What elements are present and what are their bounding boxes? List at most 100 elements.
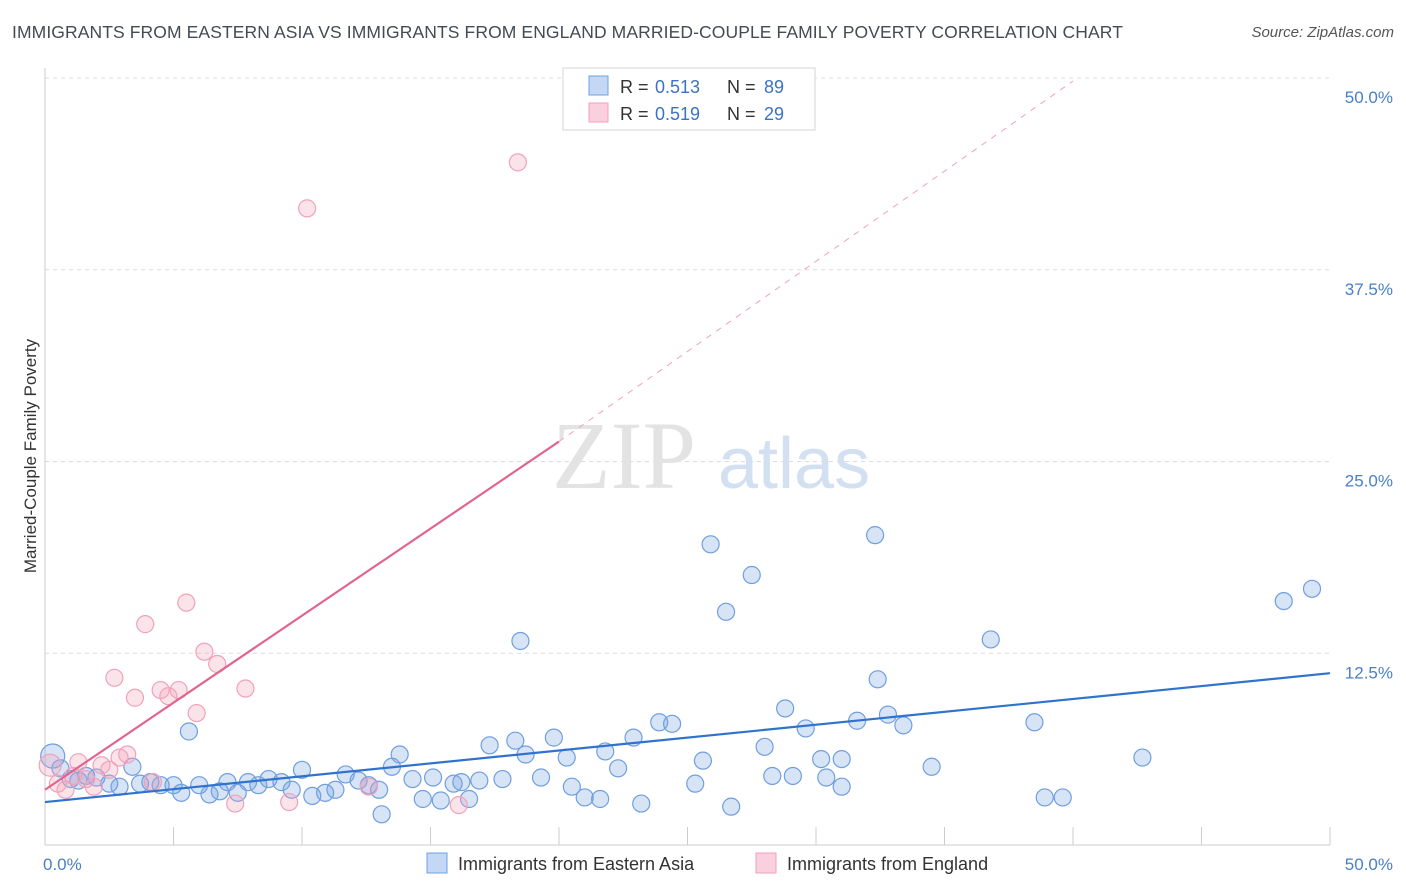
point-eastern-asia-36 bbox=[403, 769, 422, 789]
point-england-13 bbox=[136, 615, 155, 634]
point-england-27 bbox=[449, 796, 468, 815]
point-eastern-asia-65 bbox=[742, 565, 761, 585]
point-eastern-asia-69 bbox=[783, 766, 802, 786]
point-eastern-asia-39 bbox=[431, 791, 450, 810]
point-england-22 bbox=[226, 794, 245, 813]
point-eastern-asia-27 bbox=[316, 783, 335, 802]
legend-n-value-0: 89 bbox=[764, 77, 784, 97]
point-england-0 bbox=[38, 753, 62, 777]
point-eastern-asia-76 bbox=[868, 670, 887, 689]
bottom-legend-swatch-england bbox=[755, 852, 777, 874]
point-eastern-asia-52 bbox=[575, 788, 594, 807]
point-eastern-asia-48 bbox=[531, 768, 551, 787]
legend-r-label-1: R = bbox=[620, 104, 649, 124]
legend-r-label-0: R = bbox=[620, 77, 649, 97]
point-eastern-asia-63 bbox=[716, 602, 736, 621]
point-eastern-asia-85 bbox=[1274, 591, 1293, 611]
point-eastern-asia-49 bbox=[544, 728, 563, 747]
point-eastern-asia-80 bbox=[981, 630, 1000, 649]
point-eastern-asia-41 bbox=[452, 773, 471, 792]
point-eastern-asia-51 bbox=[562, 777, 581, 796]
point-england-24 bbox=[280, 792, 299, 812]
point-eastern-asia-64 bbox=[722, 797, 741, 816]
point-eastern-asia-78 bbox=[894, 716, 913, 735]
point-eastern-asia-88 bbox=[832, 777, 851, 796]
point-england-16 bbox=[159, 687, 178, 706]
y-tick-label-2: 37.5% bbox=[1345, 280, 1393, 299]
point-england-14 bbox=[143, 773, 163, 792]
point-eastern-asia-79 bbox=[922, 757, 941, 776]
point-eastern-asia-61 bbox=[693, 751, 713, 770]
point-eastern-asia-77 bbox=[878, 705, 898, 724]
point-england-26 bbox=[359, 777, 378, 796]
source-label: Source: ZipAtlas.com bbox=[1251, 24, 1394, 41]
point-eastern-asia-42 bbox=[459, 789, 479, 809]
point-eastern-asia-71 bbox=[812, 749, 831, 769]
point-england-2 bbox=[56, 780, 75, 799]
point-eastern-asia-70 bbox=[796, 719, 815, 738]
point-eastern-asia-83 bbox=[1053, 788, 1072, 807]
trend-lines bbox=[44, 80, 1331, 804]
point-eastern-asia-67 bbox=[763, 766, 782, 786]
point-eastern-asia-37 bbox=[413, 789, 432, 809]
watermark-atlas: atlas bbox=[718, 424, 870, 504]
point-england-6 bbox=[84, 777, 103, 796]
x-tick-labels: 0.0% 50.0% bbox=[43, 855, 1393, 874]
point-eastern-asia-84 bbox=[1133, 748, 1152, 767]
point-eastern-asia-75 bbox=[866, 526, 885, 545]
point-eastern-asia-30 bbox=[349, 771, 368, 790]
point-eastern-asia-43 bbox=[470, 771, 489, 790]
point-england-5 bbox=[77, 769, 96, 789]
point-eastern-asia-72 bbox=[817, 768, 836, 787]
legend-n-label-0: N = bbox=[727, 77, 756, 97]
point-england-12 bbox=[125, 688, 145, 707]
trend-line-eastern-asia bbox=[44, 672, 1331, 804]
point-eastern-asia-28 bbox=[326, 780, 345, 799]
y-tick-labels: 12.5% 25.0% 37.5% 50.0% bbox=[1345, 88, 1393, 682]
point-eastern-asia-59 bbox=[662, 714, 682, 733]
point-eastern-asia-66 bbox=[755, 737, 774, 756]
point-eastern-asia-73 bbox=[832, 749, 851, 769]
point-england-20 bbox=[195, 642, 214, 661]
point-eastern-asia-82 bbox=[1035, 788, 1054, 807]
grid-lines bbox=[45, 77, 1330, 654]
point-eastern-asia-32 bbox=[370, 780, 389, 799]
bottom-legend-swatch-eastern-asia bbox=[426, 852, 448, 874]
legend-swatch-england bbox=[588, 102, 609, 123]
point-eastern-asia-87 bbox=[511, 631, 530, 651]
point-eastern-asia-45 bbox=[493, 769, 512, 789]
point-eastern-asia-35 bbox=[390, 745, 409, 764]
point-england-11 bbox=[118, 745, 137, 764]
axes bbox=[44, 68, 1331, 846]
legend-n-value-1: 29 bbox=[764, 104, 784, 124]
series-england-points bbox=[38, 153, 527, 815]
point-eastern-asia-33 bbox=[372, 805, 391, 824]
point-eastern-asia-86 bbox=[1302, 579, 1322, 598]
point-england-23 bbox=[236, 679, 255, 698]
point-eastern-asia-7 bbox=[110, 777, 129, 796]
watermark-zip: ZIP bbox=[552, 402, 696, 509]
legend-swatch-eastern-asia bbox=[588, 75, 609, 96]
point-eastern-asia-44 bbox=[480, 736, 499, 755]
point-eastern-asia-0 bbox=[40, 743, 66, 769]
legend: R = 0.513 N = 89 R = 0.519 N = 29 bbox=[562, 67, 816, 131]
point-eastern-asia-60 bbox=[686, 774, 705, 793]
point-england-9 bbox=[105, 668, 124, 687]
legend-r-value-1: 0.519 bbox=[655, 104, 700, 124]
x-tick-label-0: 0.0% bbox=[43, 855, 82, 874]
point-eastern-asia-50 bbox=[557, 748, 576, 767]
legend-r-value-0: 0.513 bbox=[655, 77, 700, 97]
point-england-19 bbox=[187, 703, 206, 723]
x-tick-label-1: 50.0% bbox=[1345, 855, 1393, 874]
point-england-18 bbox=[177, 593, 196, 612]
y-tick-label-1: 25.0% bbox=[1345, 472, 1393, 491]
point-eastern-asia-68 bbox=[776, 699, 795, 718]
trend-line-england bbox=[44, 440, 560, 791]
point-england-8 bbox=[100, 760, 119, 779]
y-tick-label-3: 50.0% bbox=[1345, 88, 1393, 107]
bottom-legend-label-eastern-asia: Immigrants from Eastern Asia bbox=[458, 854, 695, 874]
point-eastern-asia-6 bbox=[100, 774, 119, 793]
point-eastern-asia-14 bbox=[179, 722, 199, 741]
point-eastern-asia-53 bbox=[591, 789, 610, 809]
